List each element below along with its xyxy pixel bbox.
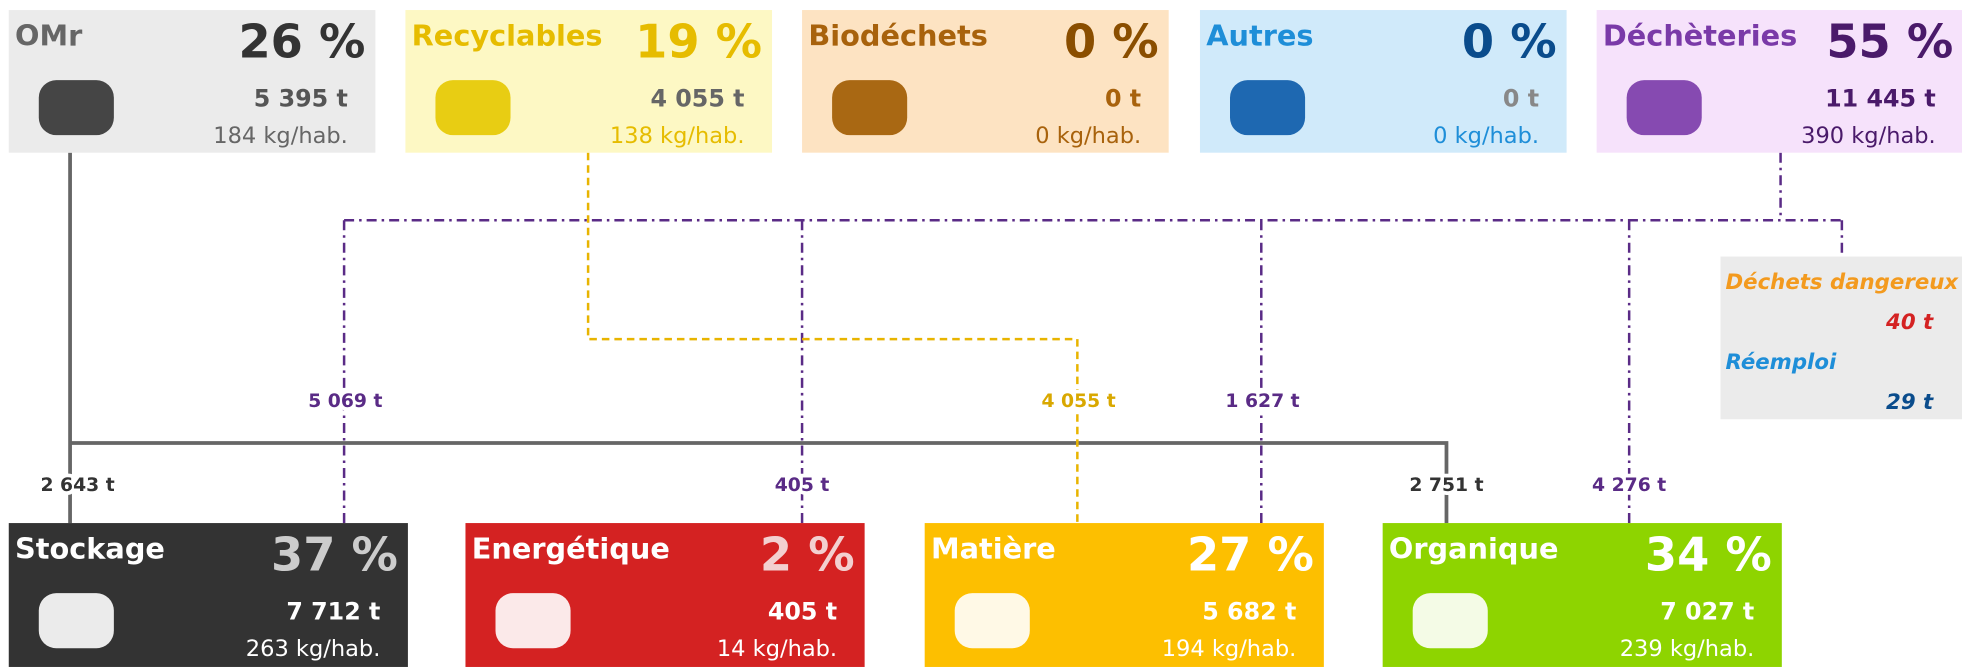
icon [1230,80,1306,136]
reuse-value: 29 t [1886,390,1934,415]
box-ratio: 14 kg/hab. [717,636,837,662]
box-share: 0 % [1462,15,1557,69]
box-ratio: 390 kg/hab. [1801,123,1936,149]
recyclables-flow [586,152,1079,524]
sources-box: Autres 0 % 0 t 0 kg/hab. [1199,10,1567,153]
flow-label: 2 751 t [1409,475,1483,496]
box-ratio: 194 kg/hab. [1162,636,1297,662]
box-ratio: 239 kg/hab. [1620,636,1755,662]
side-bg [1720,256,1962,420]
sources-box: Recyclables 19 % 4 055 t 138 kg/hab. [405,10,773,153]
destinations-box: Stockage 37 % 7 712 t 263 kg/hab. [8,523,408,667]
flow-label: 5 069 t [308,391,382,412]
box-title: OMr [15,19,83,53]
destinations-box: Matière 27 % 5 682 t 194 kg/hab. [924,523,1324,667]
icon [435,80,511,136]
box-tonnage: 7 712 t [286,598,380,626]
flow-label: 405 t [775,475,830,496]
box-ratio: 138 kg/hab. [610,123,745,149]
box-title: Stockage [15,532,165,566]
box-ratio: 263 kg/hab. [246,636,381,662]
box-title: Organique [1389,532,1559,566]
decheteries-flow [342,152,1844,524]
box-tonnage: 0 t [1503,85,1539,113]
icon [1626,80,1702,136]
box-title: Autres [1206,19,1313,53]
box-title: Biodéchets [808,19,988,53]
omr-flow [68,152,1449,524]
box-tonnage: 7 027 t [1660,598,1754,626]
icon [954,593,1030,649]
destinations-box: Energétique 2 % 405 t 14 kg/hab. [465,523,865,667]
sources-box: Biodéchets 0 % 0 t 0 kg/hab. [802,10,1169,153]
icon [495,593,571,649]
box-tonnage: 5 682 t [1202,598,1296,626]
box-title: Energétique [472,532,670,566]
side-box: Déchets dangereux 40 t Réemploi 29 t [1720,256,1962,420]
box-ratio: 0 kg/hab. [1035,123,1141,149]
box-tonnage: 4 055 t [650,85,744,113]
flow-label: 4 276 t [1592,475,1666,496]
box-share: 55 % [1826,15,1953,69]
box-share: 26 % [238,15,365,69]
sources-box: Déchèteries 55 % 11 445 t 390 kg/hab. [1596,10,1962,153]
box-ratio: 184 kg/hab. [213,123,348,149]
flow-label: 4 055 t [1041,391,1115,412]
icon [38,593,114,649]
box-share: 2 % [760,528,855,582]
connectors [68,152,1844,524]
box-ratio: 0 kg/hab. [1433,123,1539,149]
box-tonnage: 405 t [768,598,837,626]
box-tonnage: 11 445 t [1825,85,1936,113]
hazardous-value: 40 t [1885,310,1934,335]
box-share: 0 % [1064,15,1159,69]
box-tonnage: 0 t [1105,85,1141,113]
box-title: Recyclables [412,19,603,53]
flow-label: 2 643 t [40,475,114,496]
box-share: 34 % [1645,528,1772,582]
hazardous-label: Déchets dangereux [1726,270,1960,295]
box-share: 27 % [1187,528,1314,582]
flow-label: 1 627 t [1225,391,1299,412]
box-share: 19 % [635,15,762,69]
sources-box: OMr 26 % 5 395 t 184 kg/hab. [8,10,376,153]
icon [38,80,114,136]
flow-labels: 5 069 t 4 055 t 1 627 t 2 643 t 405 t 2 … [37,387,1670,499]
reuse-label: Réemploi [1726,350,1837,375]
box-share: 37 % [271,528,398,582]
icon [832,80,908,136]
box-tonnage: 5 395 t [254,85,348,113]
destinations-box: Organique 34 % 7 027 t 239 kg/hab. [1382,523,1782,667]
box-title: Déchèteries [1603,19,1797,53]
box-title: Matière [931,532,1056,566]
icon [1412,593,1488,649]
